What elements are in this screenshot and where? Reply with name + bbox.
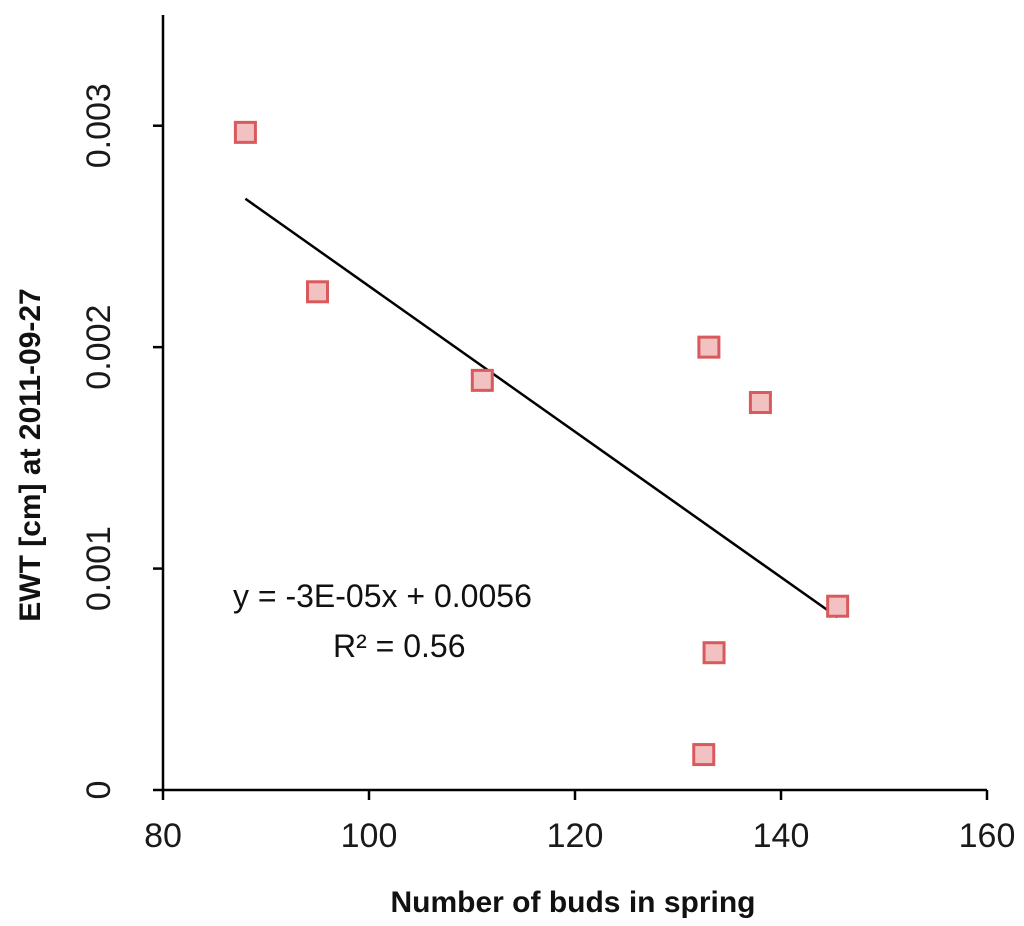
x-tick-label: 160: [959, 817, 1016, 855]
data-point: [470, 368, 494, 392]
y-axis-title: EWT [cm] at 2011-09-27: [14, 288, 47, 621]
data-point: [702, 641, 726, 665]
x-tick-label: 100: [341, 817, 398, 855]
data-point: [692, 743, 716, 767]
data-point: [826, 594, 850, 618]
x-tick-label: 80: [144, 817, 182, 855]
y-tick-label: 0.001: [80, 526, 118, 611]
trendline: [244, 197, 839, 619]
x-tick-label: 120: [547, 817, 604, 855]
axes: [161, 15, 987, 792]
y-tick-label: 0: [80, 781, 118, 800]
x-tick-label: 140: [753, 817, 810, 855]
data-point: [233, 120, 257, 144]
data-point: [306, 280, 329, 304]
r-squared-label: R² = 0.56: [333, 628, 466, 664]
trendline-equation: y = -3E-05x + 0.0056: [233, 578, 532, 614]
x-axis-title: Number of buds in spring: [391, 886, 756, 919]
tick-labels: 80 100 120 140 160 0 0.001 0.002 0.003: [80, 83, 1015, 855]
y-tick-label: 0.002: [80, 305, 118, 390]
data-point: [748, 391, 772, 414]
tick-marks: [153, 124, 989, 800]
data-points: [233, 120, 850, 767]
data-point: [697, 335, 721, 359]
y-tick-label: 0.003: [80, 83, 118, 168]
